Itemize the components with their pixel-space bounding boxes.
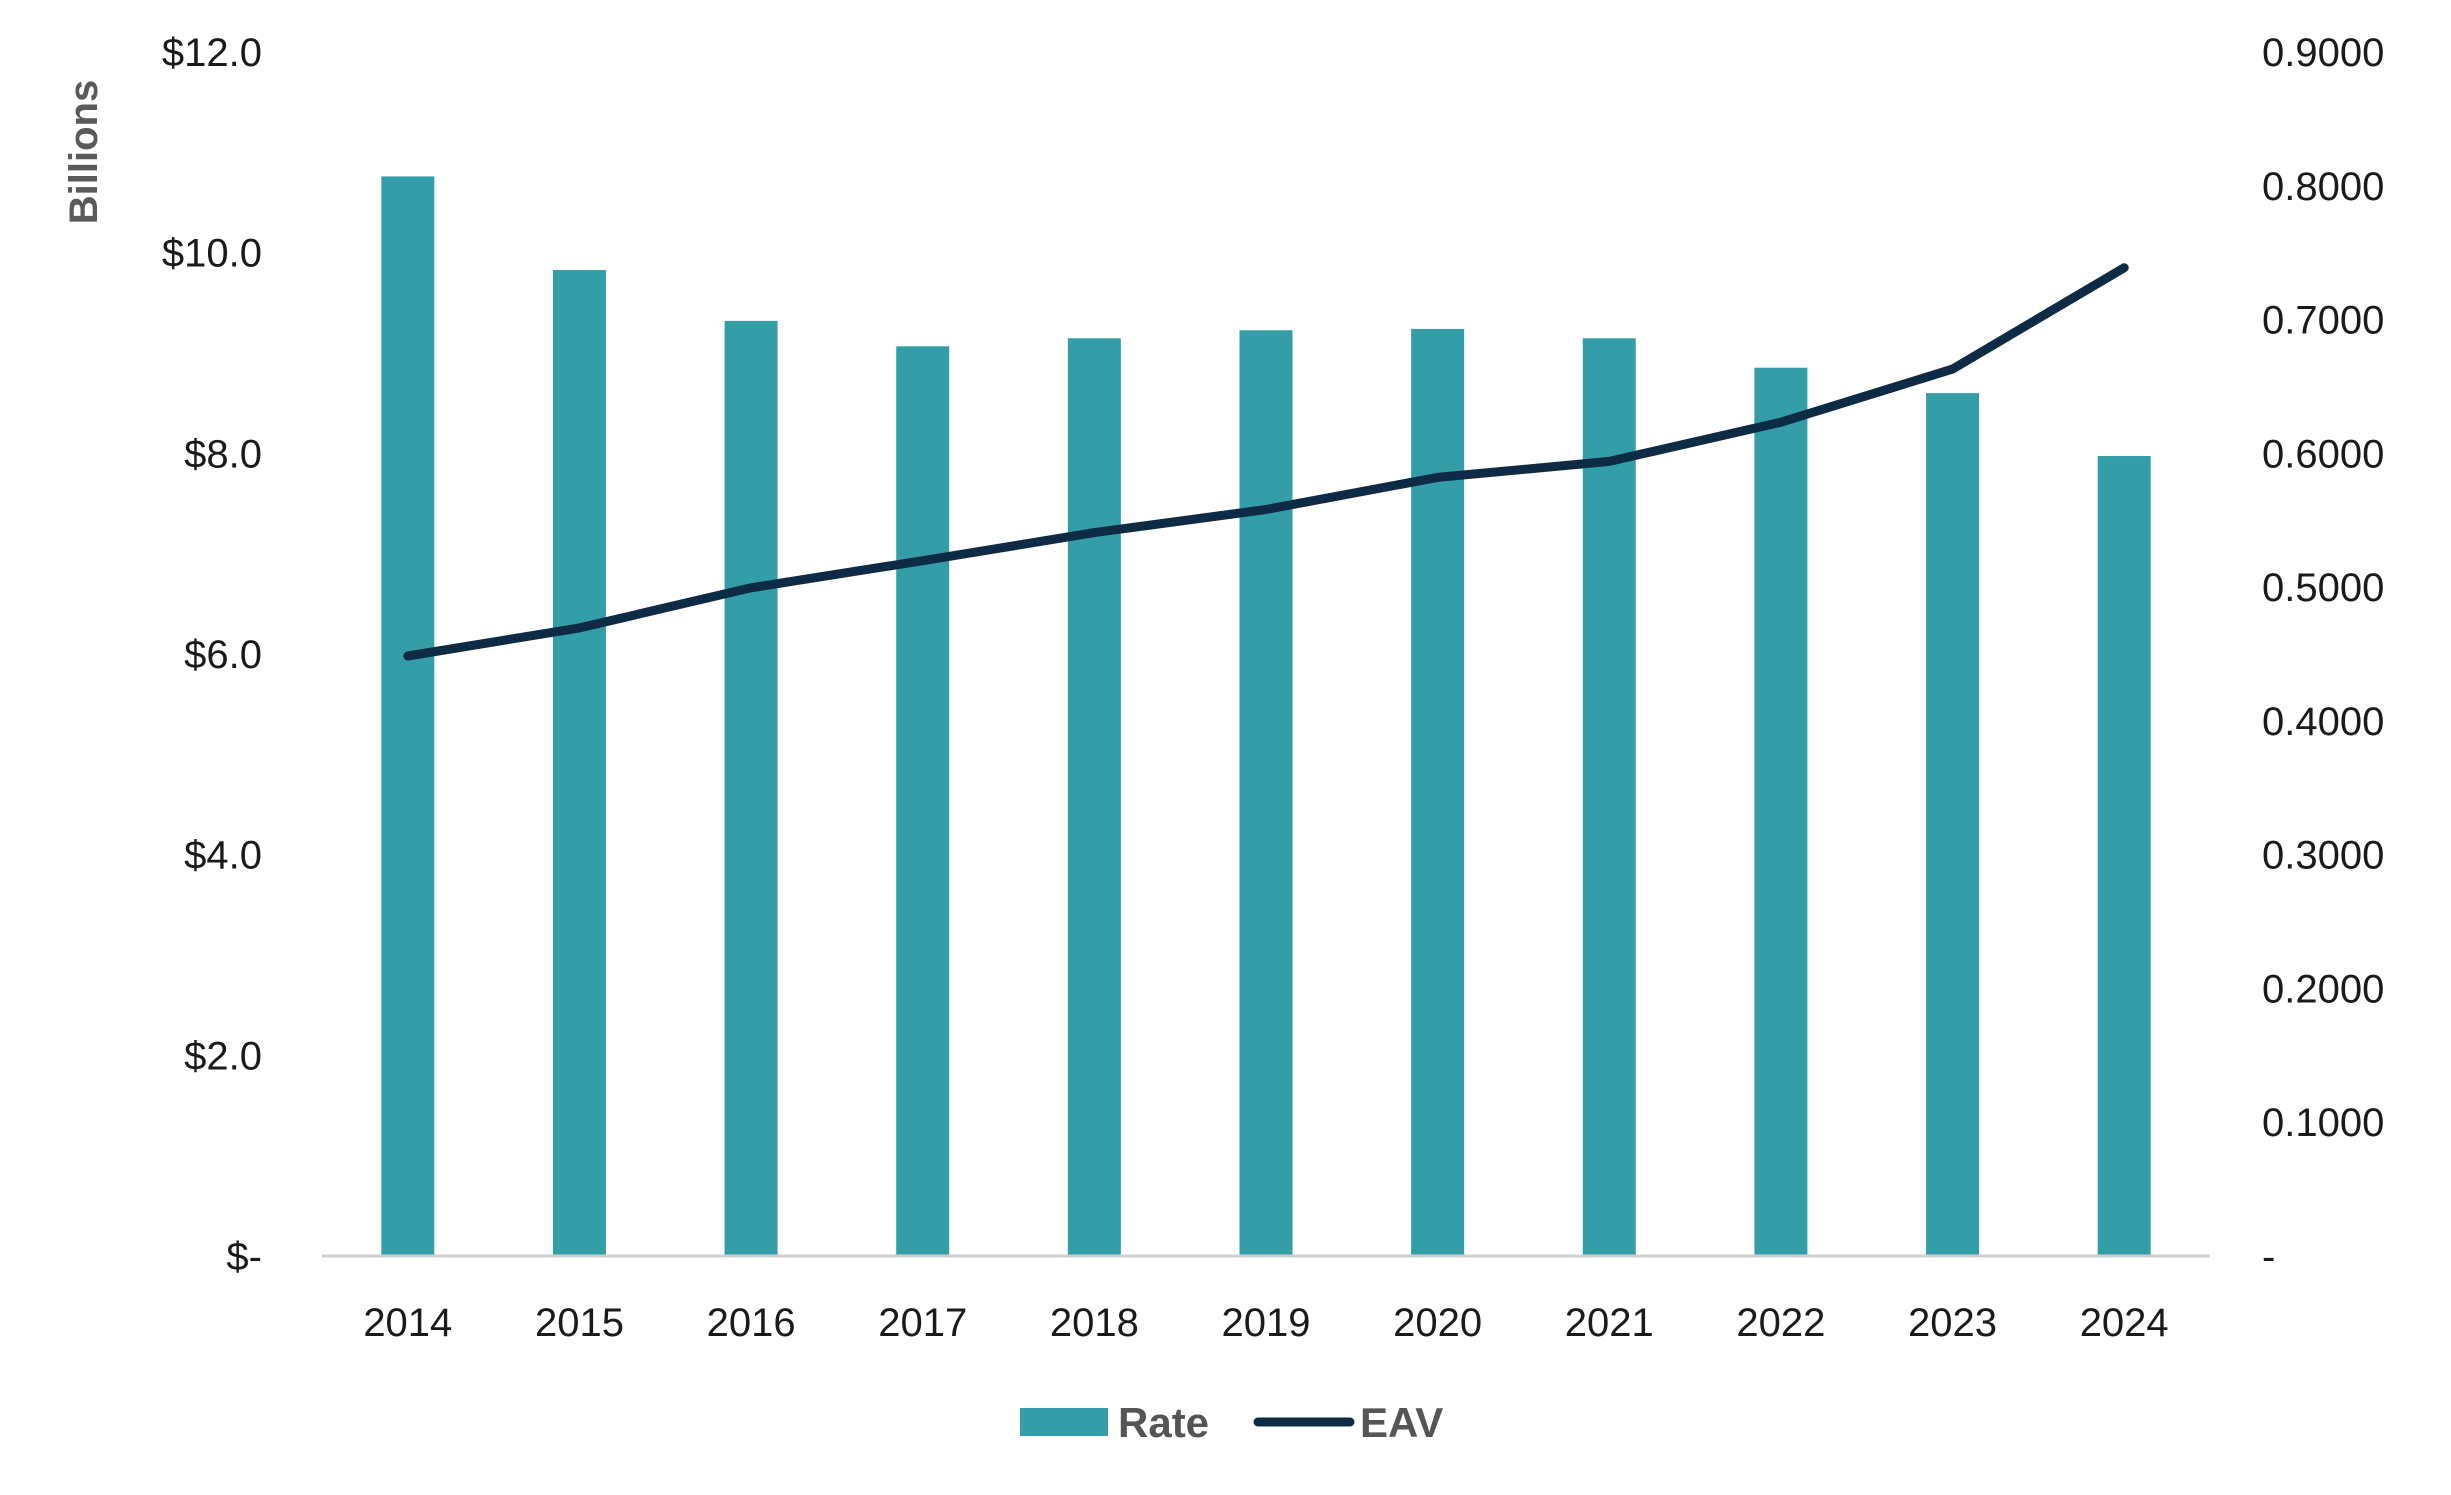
- x-tick-label: 2021: [1565, 1301, 1654, 1345]
- rate-bar: [1239, 330, 1293, 1256]
- left-tick-label: $4.0: [184, 834, 262, 878]
- x-tick-label: 2019: [1222, 1301, 1311, 1345]
- x-axis-ticks: 2014 2015 2016 2017 2018 2019 2020 2021 2022 2023…: [363, 1301, 2168, 1345]
- right-tick-label: 0.6000: [2262, 432, 2384, 476]
- rate-bar: [724, 320, 778, 1257]
- rate-bar: [1411, 328, 1465, 1256]
- x-tick-label: 2024: [2080, 1301, 2169, 1345]
- legend-rate-swatch: [1020, 1408, 1108, 1436]
- x-tick-label: 2016: [707, 1301, 796, 1345]
- rate-bar: [1926, 393, 1980, 1257]
- rate-bar: [552, 270, 606, 1257]
- left-tick-label: $6.0: [184, 633, 262, 677]
- y-axis-title: Billions: [62, 80, 106, 224]
- rate-bar: [381, 176, 435, 1256]
- rate-bar: [1067, 338, 1121, 1257]
- x-tick-label: 2014: [363, 1301, 452, 1345]
- right-tick-label: 0.4000: [2262, 700, 2384, 744]
- left-tick-label: $10.0: [162, 232, 262, 276]
- right-tick-label: -: [2262, 1235, 2275, 1279]
- right-tick-label: 0.5000: [2262, 566, 2384, 610]
- right-tick-label: 0.7000: [2262, 299, 2384, 343]
- rate-bars: [381, 176, 2151, 1257]
- left-tick-label: $2.0: [184, 1034, 262, 1078]
- legend-rate-label: Rate: [1118, 1399, 1209, 1446]
- x-tick-label: 2022: [1736, 1301, 1825, 1345]
- right-tick-label: 0.9000: [2262, 31, 2384, 75]
- left-axis-ticks: $- $2.0 $4.0 $6.0 $8.0 $10.0 $12.0: [162, 31, 262, 1279]
- left-tick-label: $8.0: [184, 432, 262, 476]
- right-tick-label: 0.1000: [2262, 1101, 2384, 1145]
- right-tick-label: 0.8000: [2262, 165, 2384, 209]
- rate-bar: [896, 346, 950, 1256]
- x-tick-label: 2017: [878, 1301, 967, 1345]
- legend-eav-label: EAV: [1360, 1399, 1443, 1446]
- legend: Rate EAV: [1020, 1399, 1443, 1446]
- left-tick-label: $-: [226, 1235, 262, 1279]
- x-tick-label: 2015: [535, 1301, 624, 1345]
- x-tick-label: 2023: [1908, 1301, 1997, 1345]
- left-tick-label: $12.0: [162, 31, 262, 75]
- x-tick-label: 2018: [1050, 1301, 1139, 1345]
- rate-bar: [1754, 367, 1808, 1256]
- right-tick-label: 0.3000: [2262, 834, 2384, 878]
- right-axis-ticks: - 0.1000 0.2000 0.3000 0.4000 0.5000 0.6000 0.7…: [2262, 31, 2384, 1279]
- rate-bar: [2097, 456, 2151, 1256]
- eav-line: [403, 263, 2129, 661]
- x-tick-label: 2020: [1393, 1301, 1482, 1345]
- right-tick-label: 0.2000: [2262, 967, 2384, 1011]
- rate-bar: [1582, 338, 1636, 1257]
- eav-line-layer: [403, 263, 2129, 661]
